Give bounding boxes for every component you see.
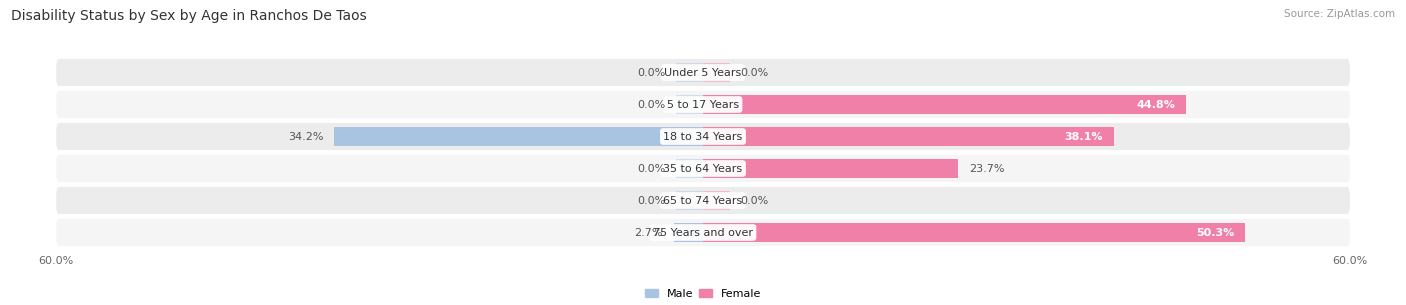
Text: 23.7%: 23.7% bbox=[969, 163, 1005, 174]
FancyBboxPatch shape bbox=[56, 219, 1350, 246]
FancyBboxPatch shape bbox=[56, 59, 1350, 86]
Text: 0.0%: 0.0% bbox=[637, 99, 665, 109]
Bar bbox=[703, 127, 1114, 146]
Text: 44.8%: 44.8% bbox=[1136, 99, 1175, 109]
Text: 35 to 64 Years: 35 to 64 Years bbox=[664, 163, 742, 174]
Legend: Male, Female: Male, Female bbox=[640, 284, 766, 303]
Text: 5 to 17 Years: 5 to 17 Years bbox=[666, 99, 740, 109]
Bar bbox=[676, 159, 703, 178]
Bar bbox=[335, 127, 703, 146]
Bar bbox=[703, 95, 1185, 114]
Text: 38.1%: 38.1% bbox=[1064, 131, 1102, 142]
Bar bbox=[673, 223, 703, 242]
Text: Source: ZipAtlas.com: Source: ZipAtlas.com bbox=[1284, 9, 1395, 19]
Bar bbox=[703, 63, 730, 82]
Text: 50.3%: 50.3% bbox=[1197, 228, 1234, 238]
Bar bbox=[703, 191, 730, 210]
Text: Under 5 Years: Under 5 Years bbox=[665, 67, 741, 77]
Text: 0.0%: 0.0% bbox=[741, 67, 769, 77]
Text: Disability Status by Sex by Age in Ranchos De Taos: Disability Status by Sex by Age in Ranch… bbox=[11, 9, 367, 23]
Bar bbox=[676, 63, 703, 82]
Text: 75 Years and over: 75 Years and over bbox=[652, 228, 754, 238]
Bar bbox=[703, 223, 1246, 242]
FancyBboxPatch shape bbox=[56, 123, 1350, 150]
Text: 2.7%: 2.7% bbox=[634, 228, 664, 238]
Text: 0.0%: 0.0% bbox=[637, 67, 665, 77]
Text: 65 to 74 Years: 65 to 74 Years bbox=[664, 196, 742, 206]
Bar bbox=[703, 159, 959, 178]
Bar bbox=[676, 95, 703, 114]
FancyBboxPatch shape bbox=[56, 91, 1350, 118]
FancyBboxPatch shape bbox=[56, 187, 1350, 214]
Bar bbox=[676, 191, 703, 210]
Text: 18 to 34 Years: 18 to 34 Years bbox=[664, 131, 742, 142]
Text: 34.2%: 34.2% bbox=[288, 131, 323, 142]
Text: 0.0%: 0.0% bbox=[741, 196, 769, 206]
Text: 0.0%: 0.0% bbox=[637, 196, 665, 206]
FancyBboxPatch shape bbox=[56, 155, 1350, 182]
Text: 0.0%: 0.0% bbox=[637, 163, 665, 174]
